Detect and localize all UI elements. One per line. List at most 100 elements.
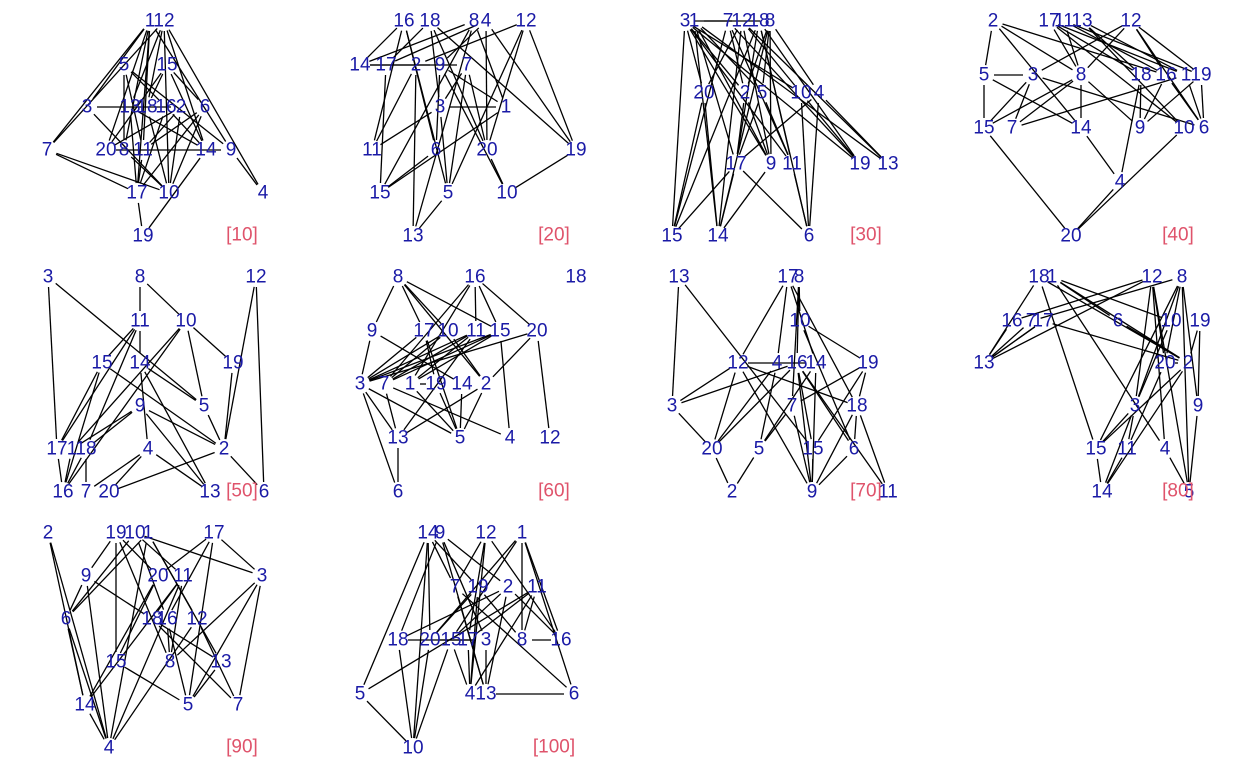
panel-index-tag: [10] <box>226 225 258 246</box>
graph-edge <box>448 74 467 184</box>
graph-edge <box>369 23 465 63</box>
graph-edge <box>140 372 148 440</box>
graph-edge <box>1077 134 1178 230</box>
graph-edge <box>436 593 472 634</box>
node-label: 1 <box>405 374 416 395</box>
node-label: 18 <box>565 267 586 288</box>
node-label: 12 <box>727 353 748 374</box>
graph-edge <box>723 171 766 229</box>
graph-edge <box>673 30 727 227</box>
graph-edge <box>145 413 205 485</box>
node-label: 9 <box>135 396 146 417</box>
graph-edge <box>375 285 395 323</box>
node-label: 18 <box>748 11 769 32</box>
node-label: 6 <box>393 482 404 503</box>
panel-index-tag: [80] <box>1162 481 1194 502</box>
node-label: 5 <box>1184 482 1195 503</box>
graph-edge <box>698 29 767 156</box>
graph-edge <box>415 649 449 739</box>
graph-edge <box>86 585 109 739</box>
node-label: 1 <box>689 11 700 32</box>
node-label: 14 <box>707 226 729 247</box>
graph-edge <box>47 286 58 440</box>
graph-edge <box>1057 25 1133 71</box>
graph-edge <box>130 156 163 187</box>
graph-edge <box>800 102 810 227</box>
node-label: 2 <box>411 55 422 76</box>
node-label: 10 <box>402 738 423 759</box>
graph-edge <box>118 451 215 490</box>
graph-edge <box>462 593 567 688</box>
graph-edge <box>859 415 886 483</box>
graph-edge <box>524 542 572 685</box>
node-label: 15 <box>973 118 994 139</box>
node-label: 5 <box>757 83 768 104</box>
node-label: 3 <box>257 566 268 587</box>
graph-edge <box>137 202 143 227</box>
graph-edge <box>800 367 860 402</box>
graph-edge <box>1088 27 1178 122</box>
node-label: 4 <box>1115 172 1126 193</box>
graph-edge <box>142 539 176 570</box>
graph-edge <box>701 26 881 159</box>
graph-edge <box>435 74 441 141</box>
node-label: 14 <box>129 353 151 374</box>
graph-edge <box>93 411 133 444</box>
node-label: 19 <box>222 353 243 374</box>
node-label: 5 <box>355 684 366 705</box>
graph-edge <box>1040 279 1173 319</box>
graph-edge <box>718 30 742 227</box>
node-label: 15 <box>489 321 510 342</box>
graph-edge <box>389 284 470 377</box>
graph-edge <box>401 542 437 631</box>
graph-edge <box>485 30 488 141</box>
node-label: 12 <box>731 11 752 32</box>
graph-edge <box>416 390 454 432</box>
node-label: 8 <box>794 267 805 288</box>
graph-edge <box>137 542 165 610</box>
graph-edge <box>93 454 141 487</box>
graph-edge <box>150 73 164 99</box>
graph-edge <box>1153 286 1188 483</box>
graph-edge <box>1019 80 1074 123</box>
graph-edge <box>225 286 255 440</box>
node-label: 18 <box>141 609 162 630</box>
graph-edge <box>762 30 770 84</box>
node-label: 19 <box>467 577 488 598</box>
graph-edge <box>817 371 864 441</box>
graph-edge <box>67 628 84 696</box>
node-label: 7 <box>723 11 734 32</box>
graph-edge <box>1061 279 1162 319</box>
node-label: 5 <box>183 695 194 716</box>
node-label: 13 <box>387 428 408 449</box>
node-label: 7 <box>462 55 473 76</box>
graph-edge <box>991 327 1024 357</box>
graph-edge <box>1137 286 1180 397</box>
graph-edge <box>469 542 485 631</box>
graph-edge <box>119 584 155 654</box>
node-label: 12 <box>1120 11 1141 32</box>
node-label: 11 <box>130 311 150 332</box>
graph-edge <box>89 584 154 697</box>
graph-edge <box>797 372 812 483</box>
node-label: 10 <box>124 523 145 544</box>
graph-edge <box>684 284 808 442</box>
node-label: 3 <box>680 11 691 32</box>
graph-edge <box>1136 28 1199 121</box>
graph-edge <box>1143 83 1163 120</box>
graph-edge <box>94 580 144 615</box>
graph-edge <box>1169 457 1185 484</box>
graph-edge <box>696 30 734 155</box>
graph-edge <box>806 100 855 157</box>
node-label: 1 <box>517 523 528 544</box>
graph-edge <box>148 157 201 229</box>
graph-edge <box>1041 286 1094 440</box>
node-label: 8 <box>765 11 776 32</box>
node-label: 16 <box>1001 311 1022 332</box>
node-label: 17 <box>725 154 746 175</box>
graph-edge <box>446 27 480 59</box>
graph-edge <box>1066 30 1079 66</box>
graph-edge <box>139 116 164 184</box>
node-label: 9 <box>1135 118 1146 139</box>
graph-edge <box>992 280 1144 360</box>
